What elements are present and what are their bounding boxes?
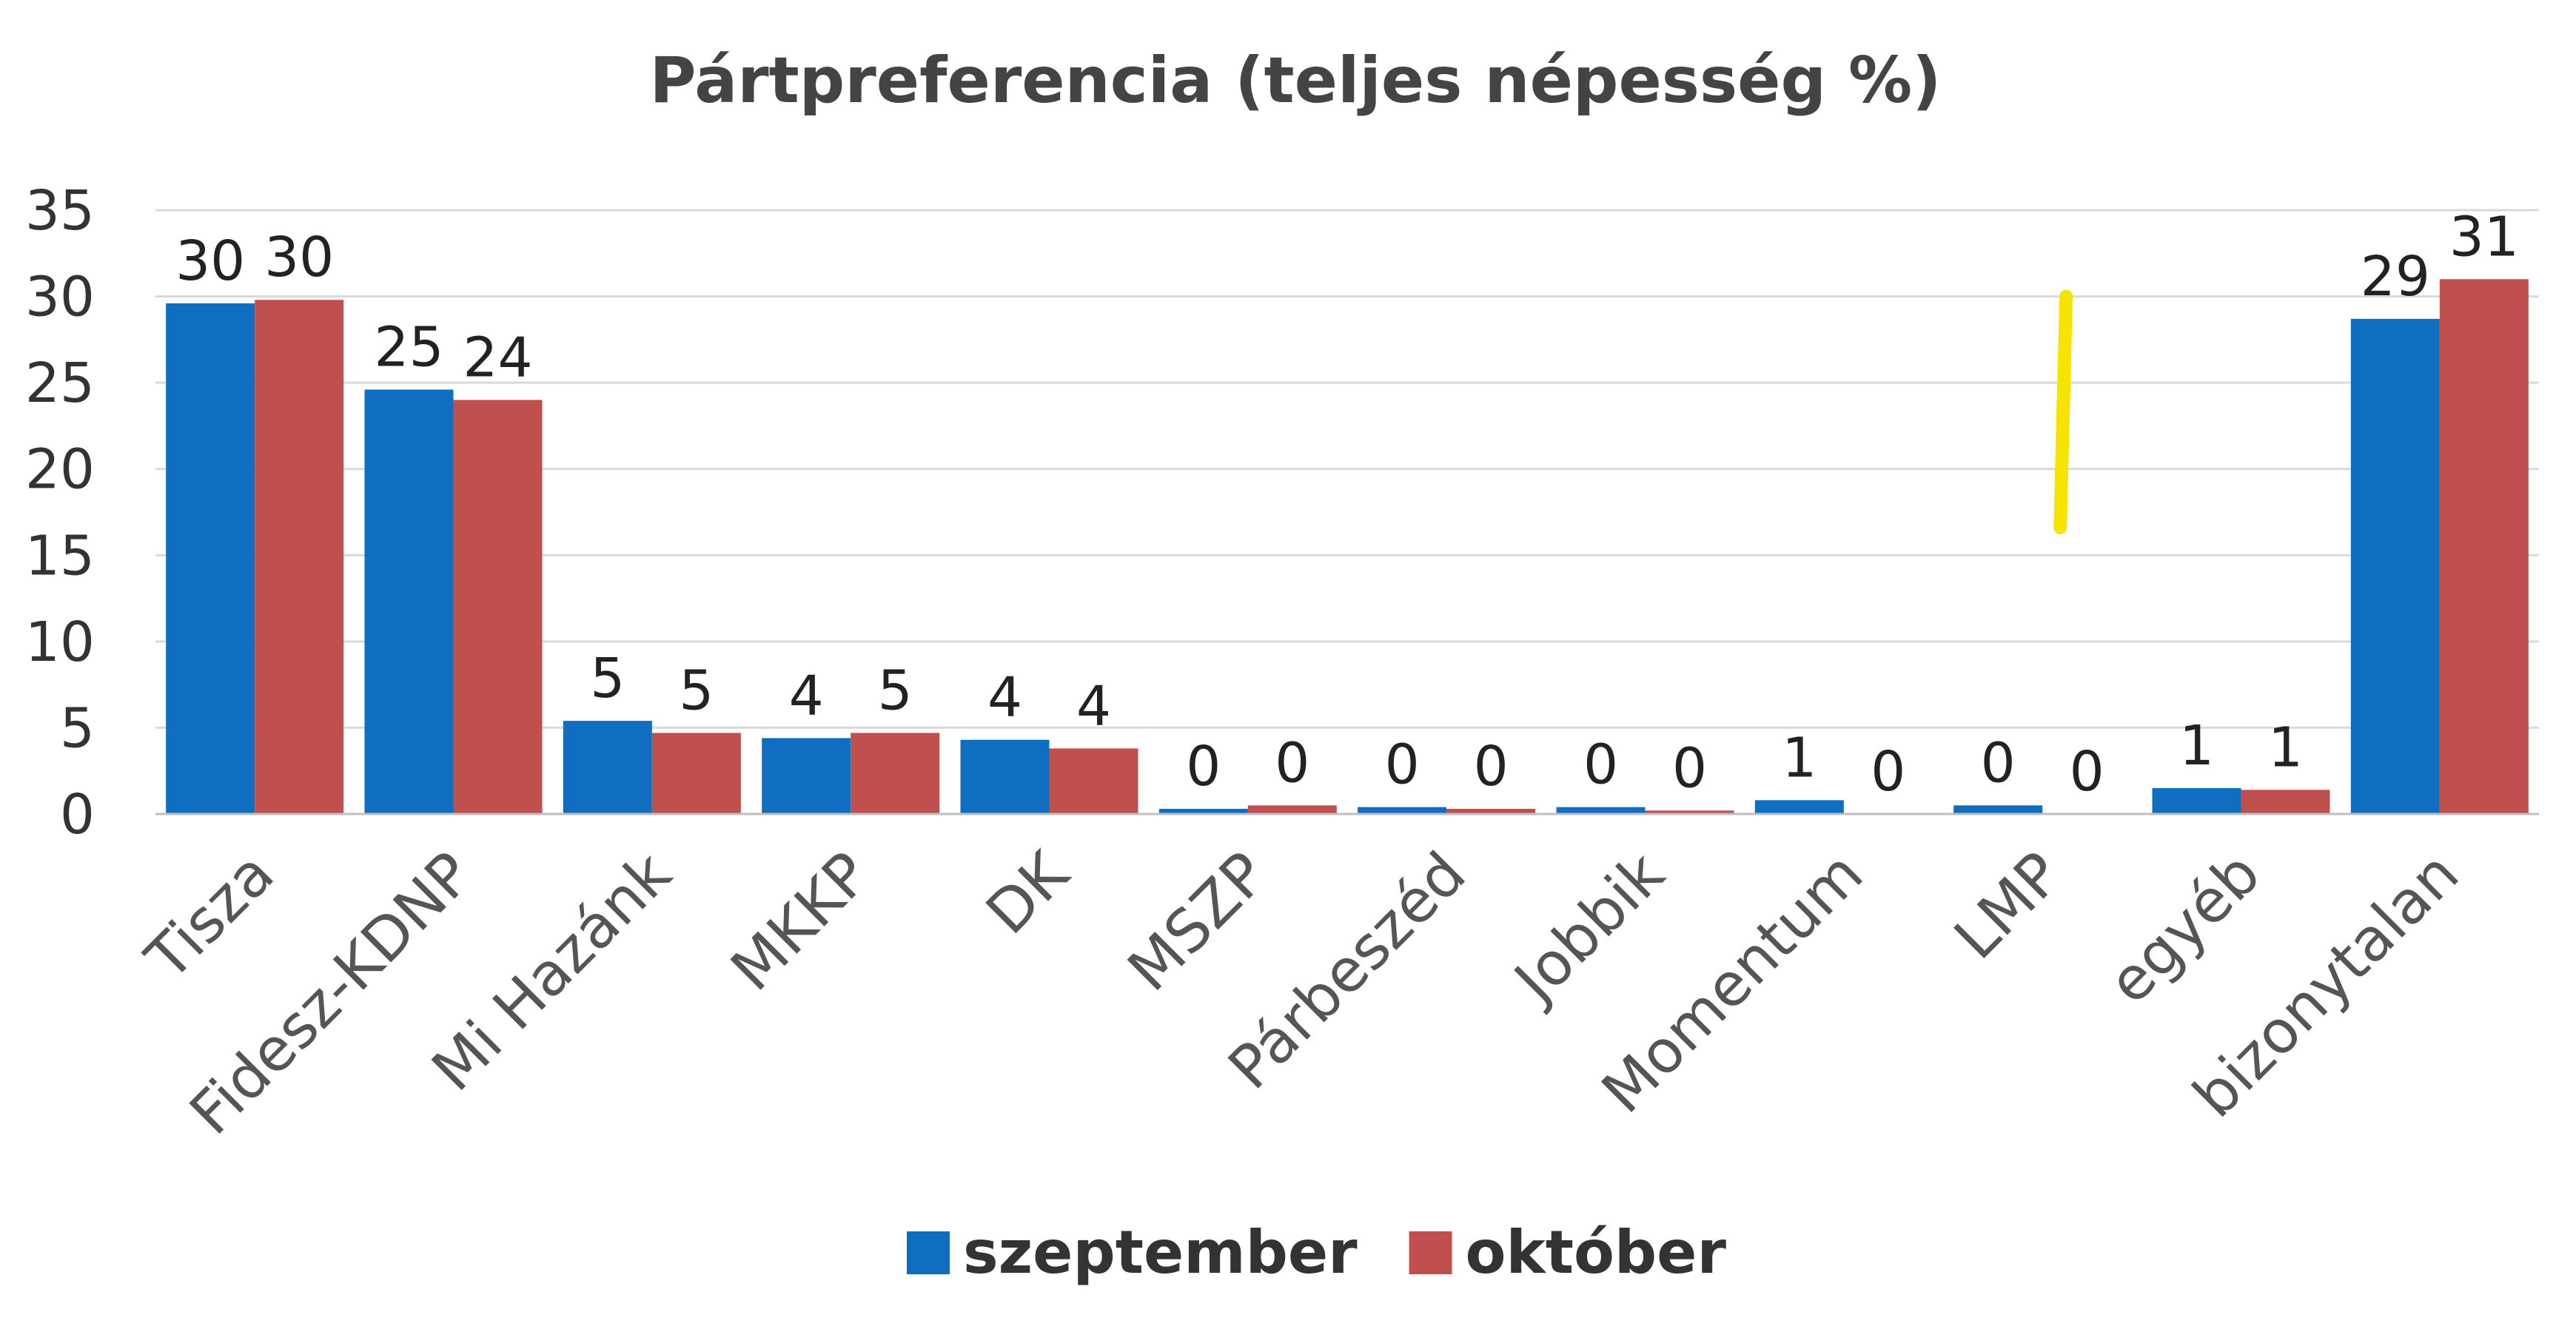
bar-október-Mi Hazánk	[651, 733, 741, 814]
bar-október-DK	[1049, 748, 1138, 814]
data-label: 31	[2449, 205, 2519, 269]
y-tick-label: 35	[25, 179, 95, 243]
data-label: 5	[878, 659, 913, 722]
bar-szeptember-Párbeszéd	[1358, 807, 1447, 814]
data-label: 0	[1385, 733, 1420, 797]
bar-október-MKKP	[851, 733, 940, 814]
legend-swatch	[1409, 1231, 1452, 1274]
bar-szeptember-Tisza	[166, 303, 255, 814]
y-tick-label: 0	[60, 783, 95, 847]
y-tick-label: 5	[60, 696, 95, 760]
legend-label: október	[1466, 1218, 1727, 1287]
y-tick-label: 15	[25, 524, 95, 588]
chart-title: Pártpreferencia (teljes népesség %)	[650, 44, 1942, 118]
bar-október-Jobbik	[1645, 810, 1734, 814]
legend-label: szeptember	[963, 1218, 1358, 1287]
category-label: LMP	[1941, 839, 2074, 972]
bar-október-Párbeszéd	[1446, 809, 1536, 814]
data-label: 0	[1672, 736, 1707, 800]
data-label: 29	[2361, 245, 2430, 309]
yellow-highlighter-mark	[2053, 289, 2073, 534]
bar-szeptember-Mi Hazánk	[563, 721, 652, 814]
category-label: Jobbik	[1499, 838, 1677, 1017]
bar-október-Tisza	[255, 300, 344, 815]
bar-szeptember-LMP	[1953, 805, 2043, 814]
data-label: 0	[1981, 731, 2016, 795]
y-tick-label: 30	[25, 266, 95, 329]
data-label: 24	[463, 326, 532, 389]
bar-október-MSZP	[1247, 805, 1337, 814]
y-tick-label: 25	[25, 352, 95, 415]
y-tick-label: 20	[25, 438, 95, 502]
data-label: 5	[679, 659, 714, 722]
bar-szeptember-bizonytalan	[2350, 318, 2440, 814]
bar-szeptember-Jobbik	[1556, 807, 1646, 814]
legend: szeptember október	[907, 1218, 1726, 1287]
data-label: 4	[789, 664, 824, 727]
category-label: MSZP	[1115, 839, 1280, 1004]
bar-szeptember-Fidesz-KDNP	[364, 389, 454, 814]
data-label: 4	[1076, 674, 1111, 738]
y-axis-ticks: 0 5 10 15 20 25 30 35	[25, 179, 95, 847]
legend-swatch	[907, 1231, 950, 1274]
bar-szeptember-egyéb	[2152, 788, 2241, 814]
data-label: 25	[374, 315, 443, 379]
data-label: 0	[1871, 740, 1905, 804]
data-label: 1	[1782, 726, 1817, 790]
category-label: Tisza	[133, 839, 287, 994]
data-label: 0	[1186, 735, 1221, 798]
data-label: 1	[2179, 714, 2214, 778]
data-label: 30	[264, 226, 334, 289]
data-label: 5	[590, 647, 625, 710]
bar-október-bizonytalan	[2439, 279, 2529, 814]
category-label: DK	[973, 838, 1083, 947]
data-label: 0	[2070, 740, 2104, 804]
data-label: 30	[175, 229, 245, 293]
data-label: 4	[987, 666, 1022, 730]
category-label: egyéb	[2095, 839, 2273, 1018]
y-tick-label: 10	[25, 610, 95, 674]
data-label: 0	[1474, 735, 1509, 798]
bar-október-Fidesz-KDNP	[453, 400, 543, 814]
data-label: 1	[2268, 716, 2303, 779]
bar-október-egyéb	[2241, 790, 2330, 814]
bar-szeptember-MSZP	[1158, 809, 1248, 814]
bar-szeptember-DK	[960, 739, 1050, 814]
bar-szeptember-Momentum	[1754, 800, 1844, 814]
category-label: MKKP	[718, 839, 883, 1004]
bar-szeptember-MKKP	[762, 738, 851, 814]
bars	[166, 279, 2529, 815]
data-label: 0	[1583, 733, 1618, 797]
data-label: 0	[1275, 731, 1309, 795]
gridlines	[155, 209, 2539, 729]
